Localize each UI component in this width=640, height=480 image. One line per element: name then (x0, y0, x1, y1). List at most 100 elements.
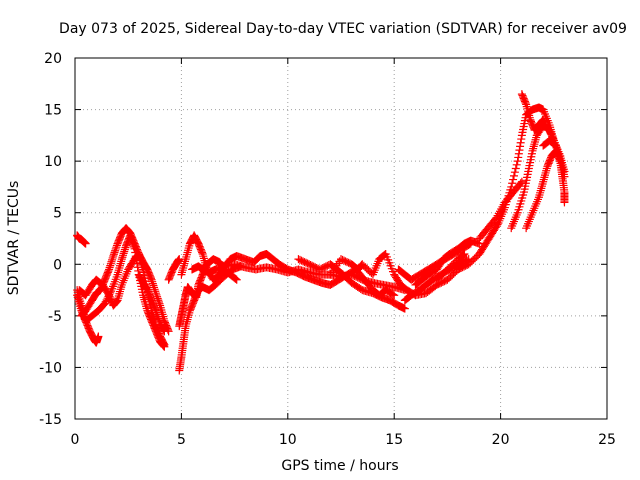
series-track-o (400, 255, 471, 305)
data-point (112, 297, 121, 306)
series-track-a (73, 231, 90, 248)
data-point (119, 249, 128, 258)
data-point (105, 265, 114, 274)
data-point (94, 332, 103, 341)
data-point (153, 292, 162, 301)
data-point (152, 308, 161, 317)
data-point (514, 149, 523, 158)
data-point (111, 246, 120, 255)
data-point (105, 263, 114, 272)
data-point (148, 279, 157, 288)
series-track-v (539, 136, 569, 181)
data-point (154, 316, 163, 325)
data-point (100, 299, 109, 308)
data-point (517, 135, 526, 144)
data-point (509, 175, 518, 184)
data-point (134, 266, 143, 275)
data-point (142, 284, 151, 293)
data-point (134, 250, 143, 259)
axis-ticks: 0 5 10 15 20 25 -15 -10 -5 0 5 10 15 20 (39, 51, 616, 448)
chart-title: Day 073 of 2025, Sidereal Day-to-day VTE… (59, 21, 627, 37)
x-tick-label: 15 (385, 432, 403, 448)
data-point (508, 179, 517, 188)
data-point (516, 142, 525, 151)
data-point (118, 253, 127, 262)
data-point (108, 253, 117, 262)
series-track-p (411, 236, 484, 289)
data-point (106, 259, 115, 268)
y-tick-label: -15 (39, 412, 62, 428)
data-point (107, 257, 116, 266)
data-point (148, 277, 157, 286)
data-point (388, 290, 397, 299)
data-point (119, 251, 128, 260)
data-point (154, 298, 163, 307)
data-point (160, 340, 169, 349)
data-point (149, 281, 158, 290)
data-point (230, 274, 239, 283)
series-track-g (164, 255, 184, 284)
data-point (521, 98, 530, 107)
x-axis-label: GPS time / hours (281, 458, 398, 474)
data-point (154, 296, 163, 305)
y-tick-label: 0 (53, 257, 62, 273)
data-point (111, 244, 120, 253)
data-point (542, 124, 551, 133)
data-point (153, 312, 162, 321)
x-tick-label: 0 (71, 432, 80, 448)
data-point (510, 168, 519, 177)
data-point (493, 220, 502, 229)
data-point (150, 283, 159, 292)
data-point (560, 172, 569, 181)
y-tick-label: -5 (48, 309, 62, 325)
x-tick-label: 25 (598, 432, 616, 448)
data-point (153, 294, 162, 303)
data-point (147, 275, 156, 284)
data-point (512, 160, 521, 169)
data-point (106, 261, 115, 270)
y-tick-label: 10 (44, 154, 62, 170)
data-point (516, 138, 525, 147)
data-point (560, 198, 569, 207)
y-tick-label: -10 (39, 360, 62, 376)
data-point (198, 248, 207, 257)
data-point (150, 285, 159, 294)
x-tick-label: 10 (279, 432, 297, 448)
y-tick-label: 5 (53, 206, 62, 222)
data-point (513, 157, 522, 166)
y-axis-label: SDTVAR / TECUs (6, 181, 22, 296)
data-point (514, 153, 523, 162)
data-point (400, 304, 409, 313)
series-track-d (77, 224, 173, 336)
y-tick-label: 15 (44, 103, 62, 119)
data-point (511, 164, 520, 173)
data-point (390, 291, 399, 300)
x-tick-label: 5 (177, 432, 186, 448)
data-points (73, 90, 569, 375)
data-point (517, 177, 526, 186)
data-point (159, 325, 168, 334)
data-point (151, 287, 160, 296)
data-point (151, 305, 160, 314)
y-tick-label: 20 (44, 51, 62, 67)
data-point (151, 289, 160, 298)
data-point (109, 250, 118, 259)
data-point (81, 239, 90, 248)
data-point (507, 182, 516, 191)
data-point (462, 255, 471, 264)
data-point (121, 243, 130, 252)
data-point (153, 310, 162, 319)
data-point (543, 126, 552, 135)
data-point (120, 247, 129, 256)
x-tick-label: 20 (492, 432, 510, 448)
data-point (152, 290, 161, 299)
data-point (151, 306, 160, 315)
data-point (159, 339, 168, 348)
data-point (110, 248, 119, 257)
data-point (109, 252, 118, 261)
series-track-f (134, 270, 169, 336)
data-point (117, 255, 126, 264)
data-point (509, 171, 518, 180)
data-point (232, 275, 241, 284)
